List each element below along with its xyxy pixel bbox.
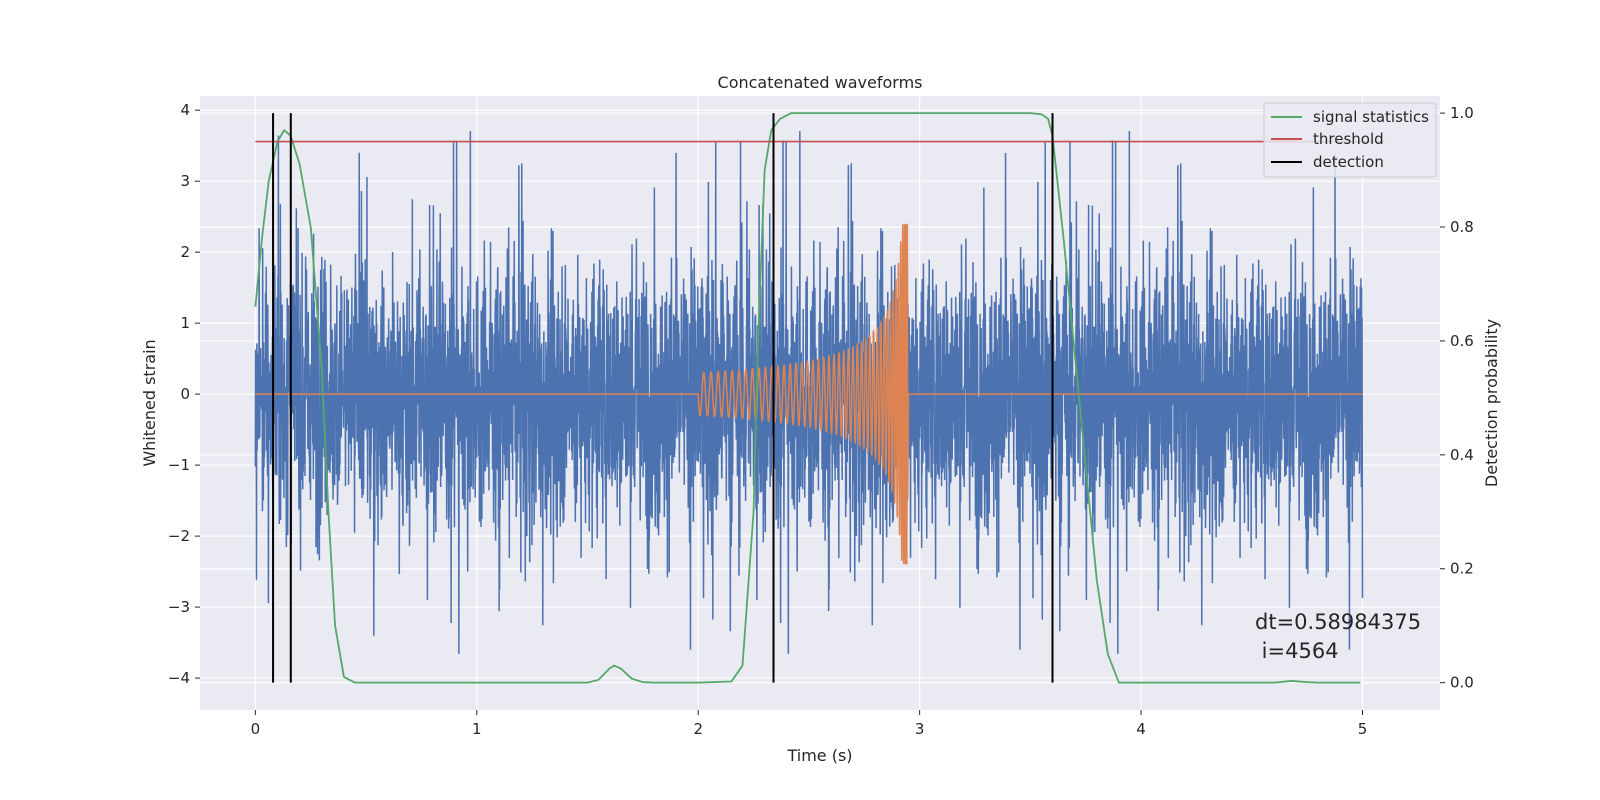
- y-tick-label-left: −3: [168, 598, 190, 616]
- annotation-line-2: i=4564: [1255, 639, 1339, 663]
- chirp-series-line: [255, 223, 1363, 565]
- y-axis-label-left: Whitened strain: [140, 339, 159, 466]
- y-tick-label-right: 1.0: [1450, 104, 1474, 122]
- y-tick-label-left: 1: [180, 314, 190, 332]
- y-axis-right: 0.0 0.2 0.4 0.6 0.8 1.0: [1440, 104, 1474, 692]
- noise-series-line: [254, 130, 1364, 654]
- y-tick-label-left: 4: [180, 101, 190, 119]
- x-tick-label: 0: [251, 720, 261, 738]
- y-tick-label-left: −4: [168, 669, 190, 687]
- y-tick-label-right: 0.6: [1450, 332, 1474, 350]
- y-tick-label-right: 0.2: [1450, 560, 1474, 578]
- y-tick-label-left: 0: [180, 385, 190, 403]
- y-tick-label-right: 0.8: [1450, 218, 1474, 236]
- x-axis-label: Time (s): [786, 746, 852, 765]
- x-tick-label: 1: [472, 720, 482, 738]
- legend-label-detection: detection: [1313, 153, 1384, 171]
- chart-title: Concatenated waveforms: [718, 73, 923, 92]
- y-tick-label-left: 3: [180, 172, 190, 190]
- x-tick-label: 5: [1358, 720, 1368, 738]
- plot-area: [254, 112, 1385, 684]
- y-axis-left: −4 −3 −2 −1 0 1 2 3 4: [168, 101, 200, 687]
- y-tick-label-left: 2: [180, 243, 190, 261]
- x-axis: 0 1 2 3 4 5: [251, 710, 1368, 738]
- annotation-line-1: dt=0.58984375: [1255, 610, 1421, 634]
- legend-label-signal-statistics: signal statistics: [1313, 108, 1429, 126]
- annotation: dt=0.58984375 i=4564: [1255, 610, 1421, 663]
- legend-box: [1263, 102, 1437, 178]
- legend-label-threshold: threshold: [1313, 130, 1384, 148]
- legend: signal statistics threshold detection: [1263, 102, 1437, 178]
- x-tick-label: 2: [693, 720, 703, 738]
- x-tick-label: 4: [1136, 720, 1146, 738]
- y-tick-label-left: −2: [168, 527, 190, 545]
- y-tick-label-left: −1: [168, 456, 190, 474]
- y-axis-label-right: Detection probability: [1482, 319, 1501, 487]
- y-tick-label-right: 0.4: [1450, 446, 1474, 464]
- signal-statistics-line: [254, 112, 1361, 684]
- y-tick-label-right: 0.0: [1450, 674, 1474, 692]
- x-tick-label: 3: [915, 720, 925, 738]
